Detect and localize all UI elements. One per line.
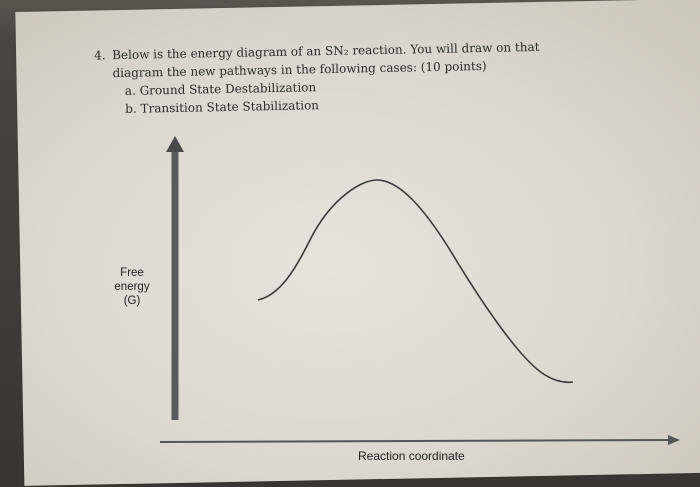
- y-axis-label-line-1: Free: [120, 267, 144, 279]
- y-axis-label-line-3: (G): [123, 295, 141, 307]
- x-axis: [159, 439, 673, 443]
- x-axis-arrow: [668, 435, 680, 445]
- y-axis-arrow: [166, 136, 184, 152]
- x-axis-label: Reaction coordinate: [358, 449, 465, 463]
- y-axis-label-line-2: energy: [114, 281, 150, 293]
- energy-curve: [257, 179, 574, 384]
- y-axis-label: Free energy (G): [104, 266, 160, 308]
